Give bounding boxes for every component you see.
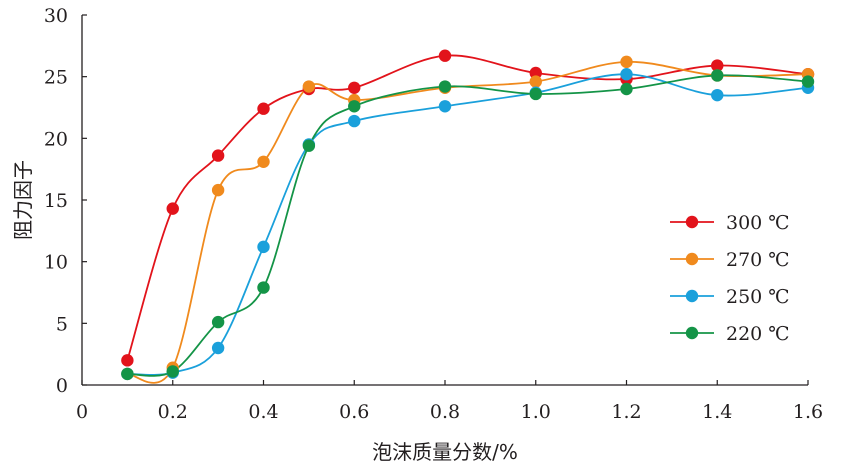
y-tick-label: 30	[44, 5, 68, 27]
data-point-series-2	[211, 341, 225, 355]
legend-label: 220 ℃	[726, 323, 790, 345]
data-point-series-1	[620, 55, 633, 69]
x-tick-label: 1.0	[521, 401, 551, 423]
plot-area: 0 0.2 0.4 0.6 0.8 1.0 1.2 1.4 1.6 0 5 10 15 20 25 30 300…	[44, 5, 823, 423]
data-point-series-3	[620, 82, 633, 96]
x-tick-label: 1.6	[793, 401, 823, 423]
data-point-series-1	[529, 75, 542, 88]
data-point-series-0	[121, 354, 134, 367]
x-tick-label: 1.4	[702, 401, 732, 423]
data-point-series-3	[801, 75, 815, 88]
legend-marker	[685, 326, 699, 340]
data-point-series-3	[302, 139, 316, 152]
legend-label: 300 ℃	[726, 212, 790, 234]
data-point-series-2	[438, 100, 452, 113]
data-point-series-3	[121, 367, 134, 381]
data-point-series-2	[620, 68, 633, 81]
data-point-series-2	[711, 88, 724, 102]
data-point-series-0	[438, 49, 452, 62]
data-point-series-3	[438, 80, 452, 93]
y-tick-label: 5	[56, 313, 68, 335]
data-point-series-0	[348, 81, 361, 94]
x-tick-label: 0.4	[248, 401, 278, 423]
x-tick-label: 0	[76, 401, 88, 423]
data-point-series-1	[302, 80, 316, 93]
x-tick-label: 0.6	[339, 401, 369, 423]
y-axis-label: 阻力因子	[11, 160, 35, 240]
data-point-series-3	[529, 87, 542, 101]
y-tick-label: 10	[44, 252, 68, 274]
x-tick-label: 0.8	[430, 401, 460, 423]
data-point-series-3	[711, 69, 724, 82]
y-tick-label: 15	[44, 190, 68, 212]
data-point-series-1	[257, 155, 270, 168]
data-point-series-2	[348, 114, 361, 128]
legend-marker	[685, 252, 699, 266]
data-point-series-0	[529, 66, 542, 80]
data-point-series-0	[257, 102, 270, 115]
x-tick-label: 0.2	[158, 401, 188, 423]
data-point-series-3	[348, 100, 361, 113]
x-axis-label: 泡沫质量分数/%	[372, 440, 518, 464]
y-tick-label: 20	[44, 128, 68, 150]
data-point-series-0	[166, 202, 179, 215]
data-point-series-2	[257, 240, 270, 254]
legend-label: 250 ℃	[726, 286, 790, 308]
data-point-series-3	[211, 315, 225, 329]
data-point-series-0	[211, 149, 225, 162]
data-point-series-3	[166, 365, 179, 378]
x-tick-label: 1.2	[611, 401, 641, 423]
series-line-2	[127, 73, 809, 376]
legend-marker	[685, 289, 699, 303]
y-tick-label: 25	[44, 67, 68, 89]
data-point-series-3	[257, 281, 270, 294]
legend-label: 270 ℃	[726, 249, 790, 271]
y-tick-label: 0	[56, 375, 68, 397]
data-point-series-0	[711, 59, 724, 72]
data-point-series-1	[211, 183, 225, 197]
legend-marker	[685, 215, 699, 229]
series-line-3	[127, 74, 809, 377]
